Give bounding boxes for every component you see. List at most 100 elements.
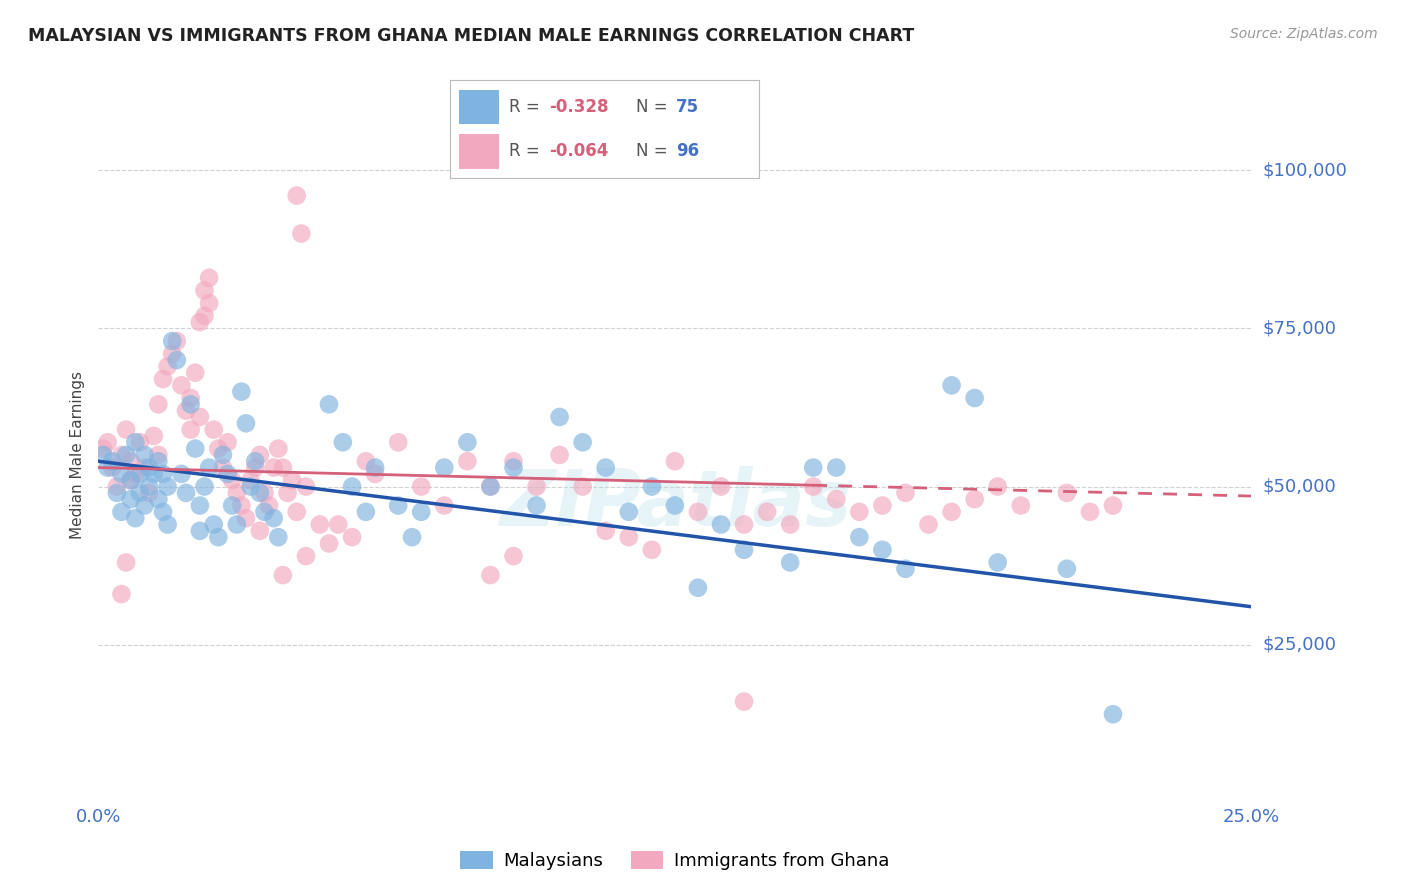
Point: [193, 479, 215, 493]
Point: [152, 505, 174, 519]
Point: [664, 454, 686, 468]
Text: 96: 96: [676, 142, 699, 160]
Point: [502, 460, 524, 475]
Point: [664, 499, 686, 513]
Point: [801, 479, 824, 493]
Point: [207, 442, 229, 456]
Point: [91, 448, 114, 462]
Point: [188, 409, 211, 424]
Point: [257, 499, 280, 513]
Point: [872, 542, 894, 557]
Point: [97, 435, 120, 450]
Point: [963, 391, 986, 405]
Point: [105, 479, 128, 493]
Point: [184, 442, 207, 456]
Point: [848, 505, 870, 519]
Point: [285, 188, 308, 202]
Text: Source: ZipAtlas.com: Source: ZipAtlas.com: [1230, 27, 1378, 41]
Point: [156, 517, 179, 532]
Point: [295, 549, 318, 563]
Text: N =: N =: [636, 142, 672, 160]
Point: [779, 517, 801, 532]
Point: [202, 517, 225, 532]
Point: [115, 423, 138, 437]
Point: [271, 568, 294, 582]
Point: [160, 347, 183, 361]
Point: [221, 473, 243, 487]
Point: [148, 454, 170, 468]
Point: [231, 499, 253, 513]
Point: [193, 284, 215, 298]
Point: [872, 499, 894, 513]
Point: [526, 499, 548, 513]
Point: [198, 460, 221, 475]
Point: [526, 479, 548, 493]
Point: [105, 486, 128, 500]
Point: [193, 309, 215, 323]
Text: R =: R =: [509, 142, 544, 160]
Text: -0.064: -0.064: [548, 142, 609, 160]
Point: [160, 334, 183, 348]
Point: [848, 530, 870, 544]
Point: [801, 460, 824, 475]
Point: [138, 479, 160, 493]
Legend: Malaysians, Immigrants from Ghana: Malaysians, Immigrants from Ghana: [453, 844, 897, 877]
Text: $100,000: $100,000: [1263, 161, 1347, 179]
Y-axis label: Median Male Earnings: Median Male Earnings: [70, 371, 86, 539]
Point: [235, 511, 257, 525]
Point: [188, 315, 211, 329]
Point: [1102, 499, 1125, 513]
Point: [134, 448, 156, 462]
Point: [101, 460, 124, 475]
Point: [963, 492, 986, 507]
Point: [387, 499, 409, 513]
Point: [263, 511, 285, 525]
Point: [170, 378, 193, 392]
Point: [152, 372, 174, 386]
Point: [941, 505, 963, 519]
Point: [166, 353, 188, 368]
Point: [156, 359, 179, 374]
Point: [217, 467, 239, 481]
Point: [198, 270, 221, 285]
Point: [295, 479, 318, 493]
Point: [249, 448, 271, 462]
Point: [152, 467, 174, 481]
Point: [354, 505, 377, 519]
Point: [129, 467, 152, 481]
Point: [779, 556, 801, 570]
Text: $75,000: $75,000: [1263, 319, 1337, 337]
Point: [686, 581, 709, 595]
Point: [253, 486, 276, 500]
Point: [710, 517, 733, 532]
Point: [148, 492, 170, 507]
Point: [548, 448, 571, 462]
Bar: [460, 134, 499, 169]
Point: [110, 467, 132, 481]
Point: [987, 479, 1010, 493]
Point: [641, 542, 664, 557]
Point: [318, 397, 340, 411]
Point: [110, 505, 132, 519]
Point: [188, 499, 211, 513]
Point: [502, 549, 524, 563]
Point: [340, 479, 363, 493]
Point: [328, 517, 350, 532]
Point: [548, 409, 571, 424]
Point: [617, 505, 640, 519]
Point: [332, 435, 354, 450]
Text: MALAYSIAN VS IMMIGRANTS FROM GHANA MEDIAN MALE EARNINGS CORRELATION CHART: MALAYSIAN VS IMMIGRANTS FROM GHANA MEDIA…: [28, 27, 914, 45]
Point: [202, 423, 225, 437]
Point: [318, 536, 340, 550]
Point: [212, 448, 235, 462]
Point: [110, 448, 132, 462]
Point: [253, 505, 276, 519]
Point: [212, 460, 235, 475]
Point: [364, 460, 387, 475]
Point: [120, 473, 142, 487]
Point: [115, 448, 138, 462]
Point: [479, 479, 502, 493]
Point: [941, 378, 963, 392]
Point: [120, 473, 142, 487]
Text: $25,000: $25,000: [1263, 636, 1337, 654]
